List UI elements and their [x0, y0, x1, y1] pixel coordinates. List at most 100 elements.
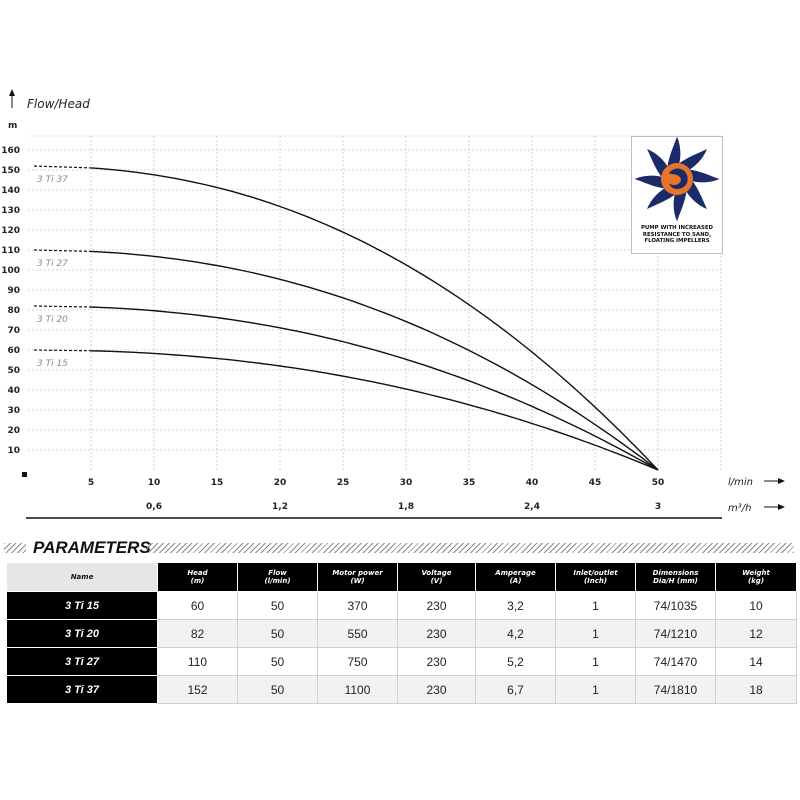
column-header: Head (m) [157, 562, 238, 592]
curve-label: 3 Ti 37 [37, 175, 68, 185]
table-cell: 14 [715, 647, 797, 676]
curve-label: 3 Ti 20 [37, 315, 68, 325]
curve-dashed-start [33, 305, 92, 308]
table-cell: 750 [317, 647, 398, 676]
header-hatch-left [4, 543, 26, 553]
column-header: Motor power (W) [317, 562, 398, 592]
column-unit: (W) [350, 577, 365, 585]
column-label: Name [70, 573, 94, 581]
x-tick-label: 40 [526, 478, 539, 488]
impeller-icon [634, 136, 720, 222]
secondary-tick-label: 1,8 [398, 502, 414, 512]
y-tick-label: 90 [7, 286, 20, 296]
y-tick-label: 160 [1, 146, 20, 156]
curve-dashed-start [33, 249, 92, 252]
model-name-cell: 3 Ti 20 [6, 619, 158, 648]
impeller-blade [686, 169, 720, 183]
y-tick-label: 20 [7, 426, 20, 436]
table-cell: 550 [317, 619, 398, 648]
impeller-blade [673, 188, 687, 222]
badge-caption: PUMP WITH INCREASED RESISTANCE TO SAND, … [640, 225, 714, 244]
table-cell: 74/1470 [635, 647, 716, 676]
y-tick-label: 70 [7, 326, 20, 336]
origin-marker [22, 472, 27, 477]
table-header-row: Name Head (m) Flow (l/min) Motor power (W) Volt… [6, 562, 797, 592]
y-tick-label: 150 [1, 166, 20, 176]
table-cell: 12 [715, 619, 797, 648]
table-cell: 50 [237, 619, 318, 648]
table-cell: 152 [157, 675, 238, 704]
table-cell: 6,7 [475, 675, 556, 704]
table-cell: 50 [237, 675, 318, 704]
y-tick-label: 120 [1, 226, 20, 236]
column-label: Dimensions [652, 569, 699, 577]
x-tick-label: 25 [337, 478, 350, 488]
x-tick-label: 30 [400, 478, 413, 488]
column-unit: Dia/H (mm) [653, 577, 698, 585]
secondary-tick-label: 0,6 [146, 502, 162, 512]
curve-dashed-start [33, 349, 92, 352]
column-label: Voltage [421, 569, 452, 577]
column-header: Flow (l/min) [237, 562, 318, 592]
y-tick-label: 110 [1, 246, 20, 256]
curve-dashed-start [33, 165, 92, 169]
column-unit: (A) [509, 577, 522, 585]
model-name-cell: 3 Ti 37 [6, 675, 158, 704]
table-cell: 5,2 [475, 647, 556, 676]
table-cell: 110 [157, 647, 238, 676]
column-header: Voltage (V) [397, 562, 476, 592]
secondary-tick-label: 2,4 [524, 502, 540, 512]
model-name-cell: 3 Ti 27 [6, 647, 158, 676]
table-cell: 3,2 [475, 591, 556, 620]
column-label: Inlet/outlet [573, 569, 618, 577]
x-tick-label: 5 [88, 478, 94, 488]
curve-3-ti-20 [90, 306, 659, 471]
column-label: Amperage [495, 569, 536, 577]
table-cell: 50 [237, 647, 318, 676]
column-header: Amperage (A) [475, 562, 556, 592]
table-cell: 10 [715, 591, 797, 620]
x-tick-label: 20 [274, 478, 287, 488]
table-cell: 230 [397, 647, 476, 676]
y-axis-arrow-head [9, 89, 15, 96]
y-tick-label: 130 [1, 206, 20, 216]
table-cell: 4,2 [475, 619, 556, 648]
table-row: 3 Ti 20 82 50 550 230 4,2 1 74/1210 12 [6, 619, 797, 648]
secondary-tick-label: 1,2 [272, 502, 288, 512]
column-header: Weight (kg) [715, 562, 797, 592]
chart-title: Flow/Head [27, 97, 90, 111]
impeller-blade [667, 136, 681, 170]
y-tick-label: 60 [7, 346, 20, 356]
curve-label: 3 Ti 27 [37, 259, 68, 269]
column-label: Motor power [332, 569, 383, 577]
table-cell: 74/1810 [635, 675, 716, 704]
table-cell: 1100 [317, 675, 398, 704]
y-tick-label: 40 [7, 386, 20, 396]
table-cell: 1 [555, 675, 636, 704]
secondary-tick-label: 3 [655, 502, 661, 512]
column-label: Head [187, 569, 208, 577]
table-row: 3 Ti 15 60 50 370 230 3,2 1 74/1035 10 [6, 591, 797, 620]
y-tick-label: 10 [7, 446, 20, 456]
x-tick-label: 10 [148, 478, 161, 488]
x-unit-secondary: m³/h [728, 503, 751, 514]
table-cell: 74/1210 [635, 619, 716, 648]
column-unit: (V) [430, 577, 443, 585]
table-cell: 60 [157, 591, 238, 620]
table-cell: 74/1035 [635, 591, 716, 620]
parameters-table: Name Head (m) Flow (l/min) Motor power (W) Volt… [6, 562, 797, 704]
column-unit: (Inch) [583, 577, 608, 585]
pump-curves [33, 165, 659, 471]
table-row: 3 Ti 27 110 50 750 230 5,2 1 74/1470 14 [6, 647, 797, 676]
x-tick-label: 50 [652, 478, 665, 488]
header-hatch-right [146, 543, 794, 553]
y-tick-label: 140 [1, 186, 20, 196]
y-unit-label: m [8, 121, 17, 131]
table-cell: 370 [317, 591, 398, 620]
table-cell: 82 [157, 619, 238, 648]
curve-3-ti-37 [90, 167, 659, 471]
table-cell: 1 [555, 619, 636, 648]
table-cell: 50 [237, 591, 318, 620]
x-axis-arrow-head [778, 478, 785, 484]
column-unit: (l/min) [264, 577, 291, 585]
